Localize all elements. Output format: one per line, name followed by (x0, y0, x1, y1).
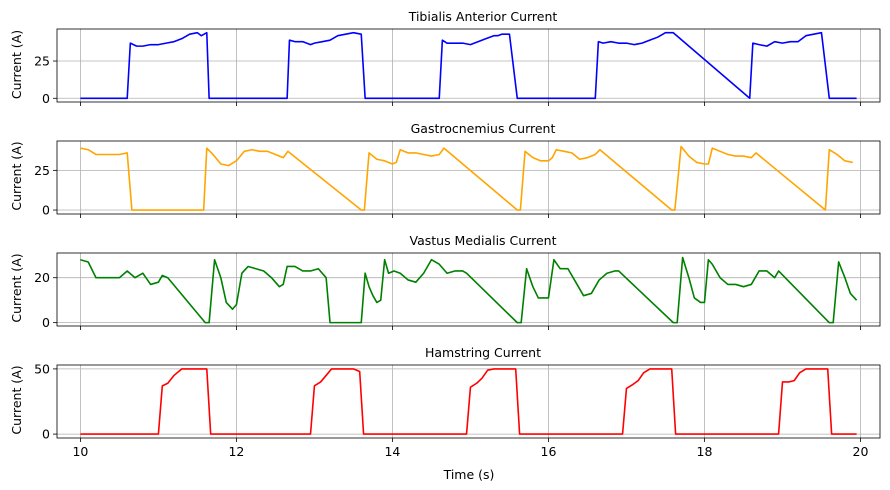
x-tick-label: 16 (541, 444, 557, 459)
axes-frame (56, 140, 881, 215)
y-tick-label: 25 (34, 163, 50, 178)
panel-title: Hamstring Current (425, 345, 541, 360)
y-tick-label: 20 (34, 270, 50, 285)
axes-frame (56, 28, 881, 103)
y-tick-label: 0 (42, 427, 50, 442)
panel-hamstring: Hamstring Current Current (A) 0 50 10 12 14 1… (9, 345, 881, 482)
x-axis-label: Time (s) (443, 467, 495, 482)
y-axis-label: Current (A) (9, 253, 24, 322)
panel-tibialis-anterior: Tibialis Anterior Current Current (A) 0 2… (9, 9, 881, 106)
x-tick-label: 18 (697, 444, 713, 459)
panel-vastus-medialis: Vastus Medialis Current Current (A) 0 20 (9, 233, 881, 330)
panel-gastrocnemius: Gastrocnemius Current Current (A) 0 25 (9, 121, 881, 218)
y-tick-label: 0 (42, 203, 50, 218)
x-tick-label: 20 (853, 444, 869, 459)
y-tick-label: 0 (42, 315, 50, 330)
axes-frame (56, 364, 881, 439)
plot-area: 0 20 (34, 252, 881, 330)
series-line (80, 256, 858, 324)
plot-area: 0 25 (34, 28, 881, 106)
series-line (80, 368, 857, 435)
y-axis-label: Current (A) (9, 141, 24, 210)
axes-frame (56, 252, 881, 327)
y-axis-label: Current (A) (9, 30, 24, 99)
x-tick-label: 14 (384, 444, 400, 459)
panel-title: Gastrocnemius Current (411, 121, 556, 136)
y-tick-label: 0 (42, 91, 50, 106)
x-tick-label: 12 (228, 444, 244, 459)
plot-area: 0 50 10 12 14 16 18 20 (34, 361, 881, 459)
y-axis-label: Current (A) (9, 365, 24, 434)
series-line (80, 145, 853, 211)
panel-title: Tibialis Anterior Current (408, 9, 558, 24)
panel-title: Vastus Medialis Current (410, 233, 557, 248)
y-tick-label: 50 (34, 361, 50, 376)
series-line (80, 31, 857, 100)
y-tick-label: 25 (34, 54, 50, 69)
plot-area: 0 25 (34, 140, 881, 218)
x-tick-label: 10 (72, 444, 88, 459)
